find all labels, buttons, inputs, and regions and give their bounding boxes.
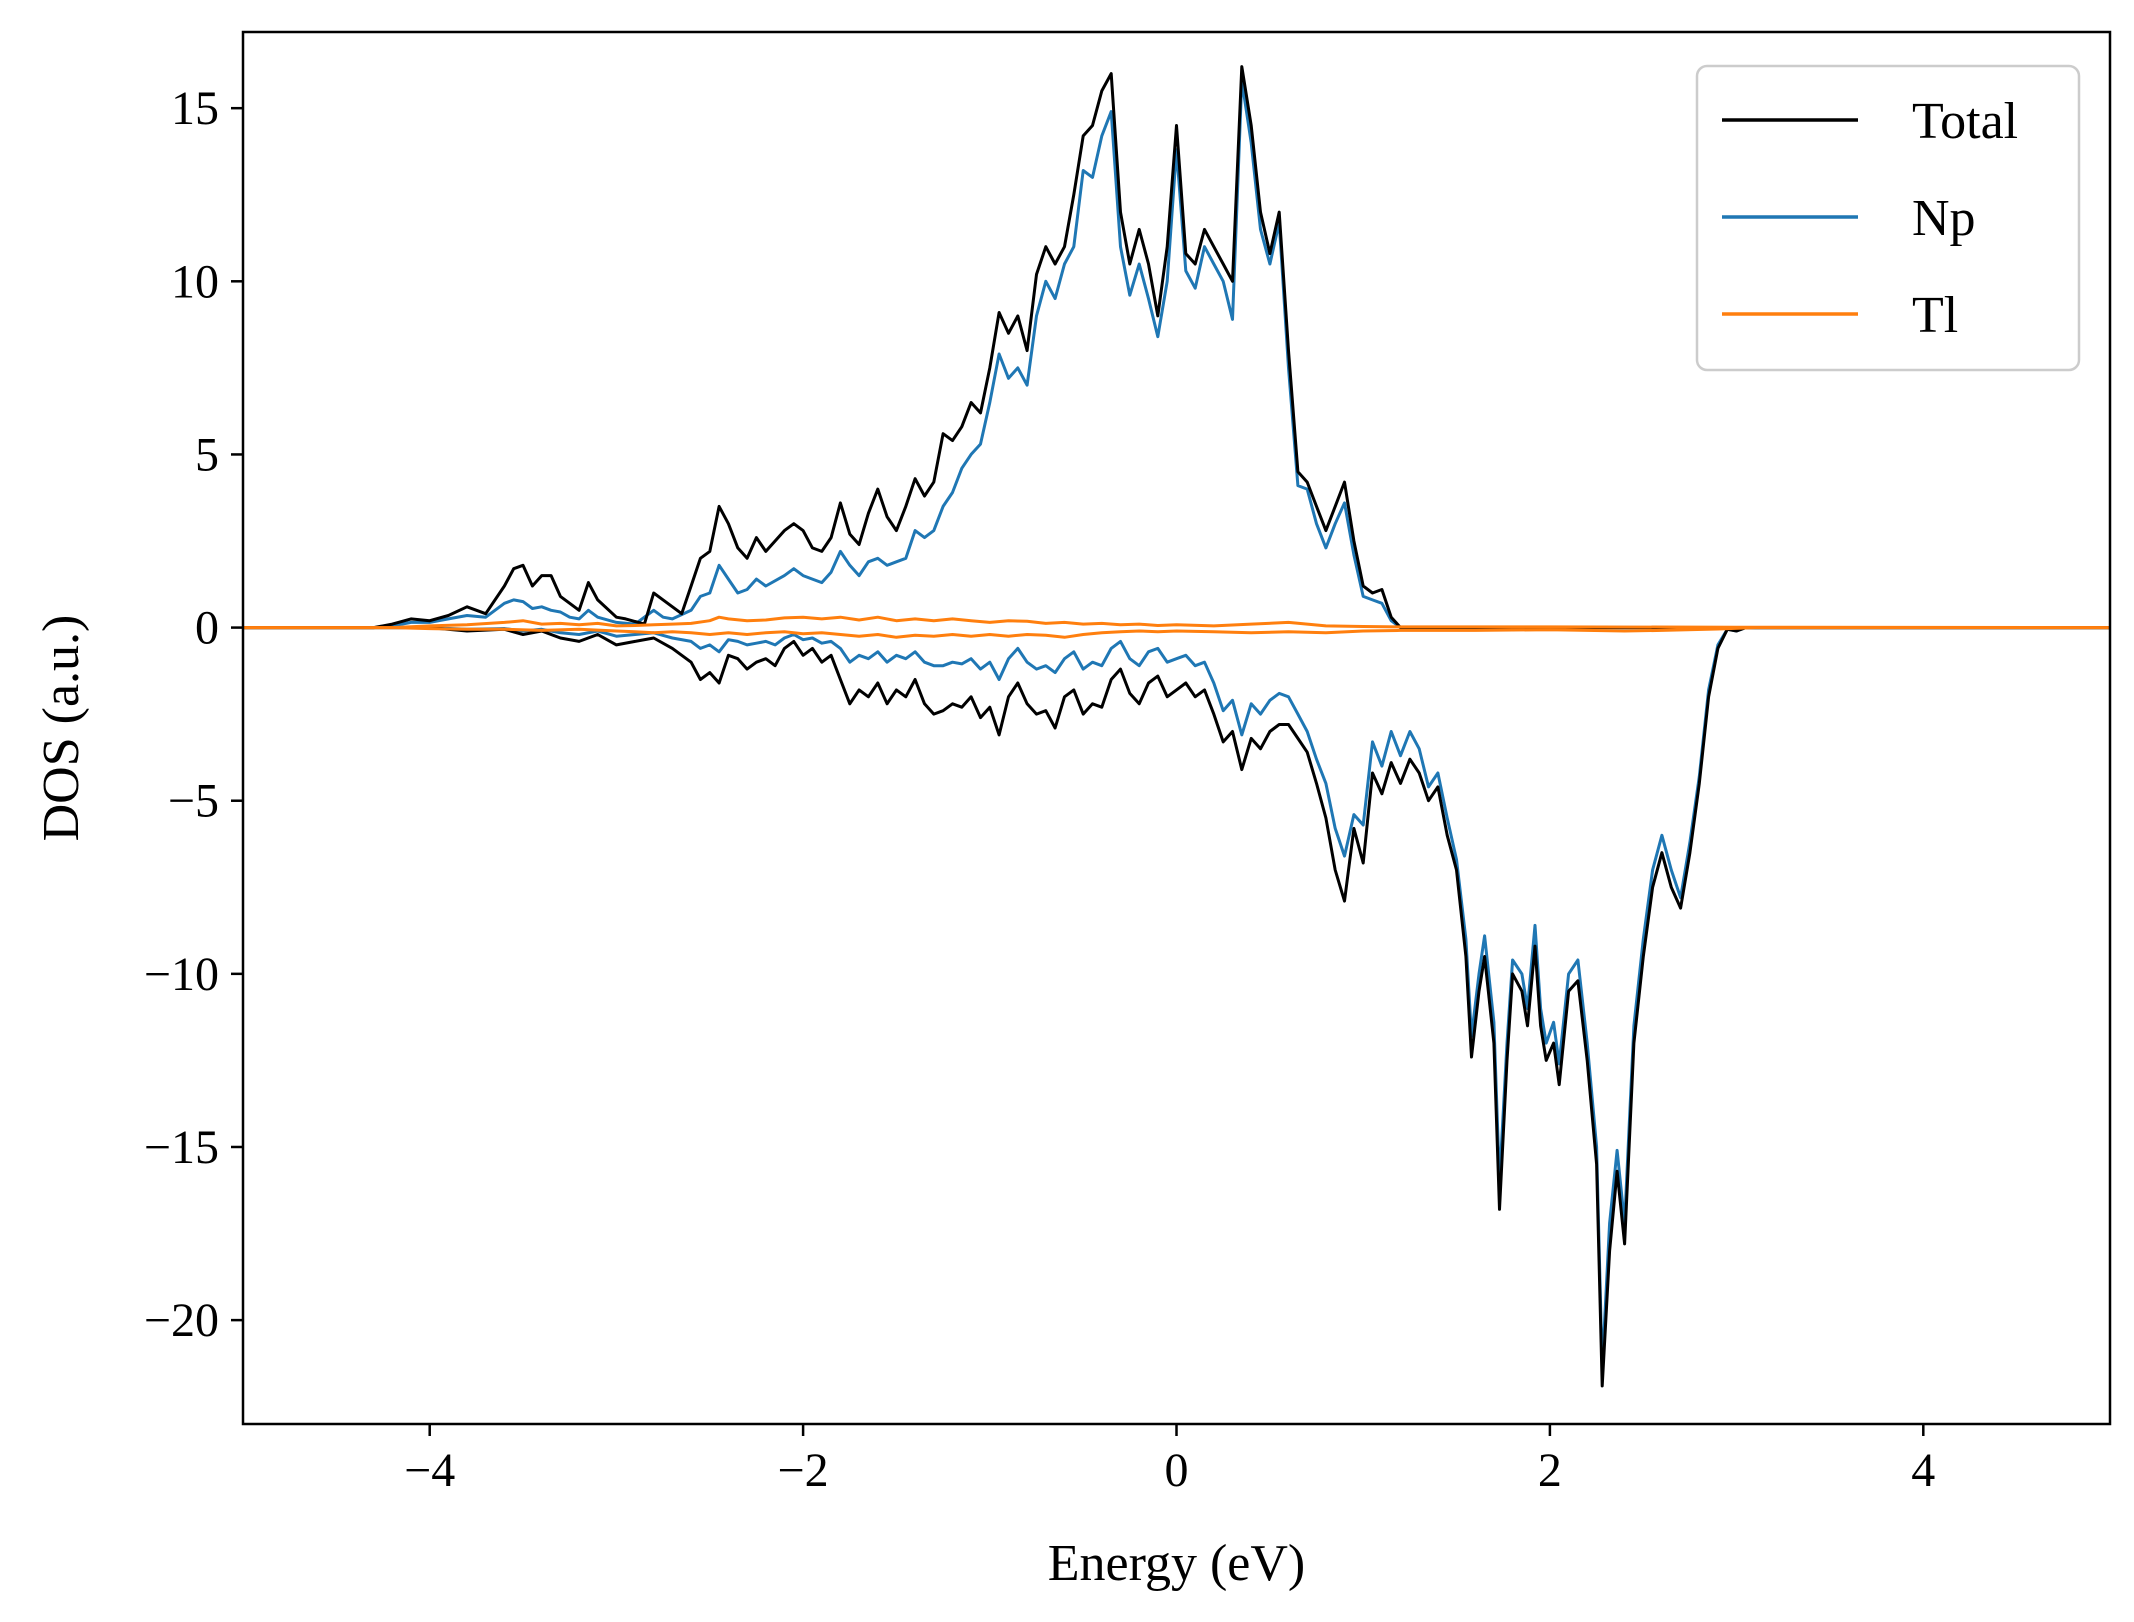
series-line-tl-spin-down: [243, 626, 2110, 639]
y-tick-label: −5: [168, 775, 219, 828]
y-tick-label: 15: [171, 82, 219, 135]
x-axis-label: Energy (eV): [1048, 1535, 1306, 1592]
legend-label-total: Total: [1912, 93, 2018, 150]
plot-lines: [243, 65, 2110, 1388]
series-line-total-spin-up: [243, 65, 2110, 630]
series-line-total-spin-down: [243, 626, 2110, 1388]
y-tick-label: −10: [144, 948, 219, 1001]
legend-label-tl: Tl: [1912, 287, 1958, 344]
x-axis-ticks: −4 −2 0 2 4: [404, 1424, 1935, 1497]
y-tick-label: 10: [171, 255, 219, 308]
legend-label-np: Np: [1912, 190, 1976, 247]
series-line-np-spin-down: [243, 626, 2110, 1371]
y-axis-ticks: 15 10 5 0 −5 −10 −15 −20: [144, 82, 243, 1347]
legend-box: [1695, 64, 2081, 372]
series-line-np-spin-up: [243, 79, 2110, 630]
x-tick-label: 2: [1538, 1444, 1562, 1497]
y-axis-label: DOS (a.u.): [33, 615, 90, 842]
x-tick-label: −4: [404, 1444, 455, 1497]
x-tick-label: 4: [1911, 1444, 1935, 1497]
x-tick-label: 0: [1165, 1444, 1189, 1497]
y-tick-label: 0: [195, 602, 219, 655]
y-tick-label: 5: [195, 428, 219, 481]
y-tick-label: −20: [144, 1294, 219, 1347]
legend: Total Np Tl: [1695, 64, 2081, 372]
x-tick-label: −2: [778, 1444, 829, 1497]
y-tick-label: −15: [144, 1121, 219, 1174]
series-line-tl-spin-up: [243, 615, 2110, 630]
